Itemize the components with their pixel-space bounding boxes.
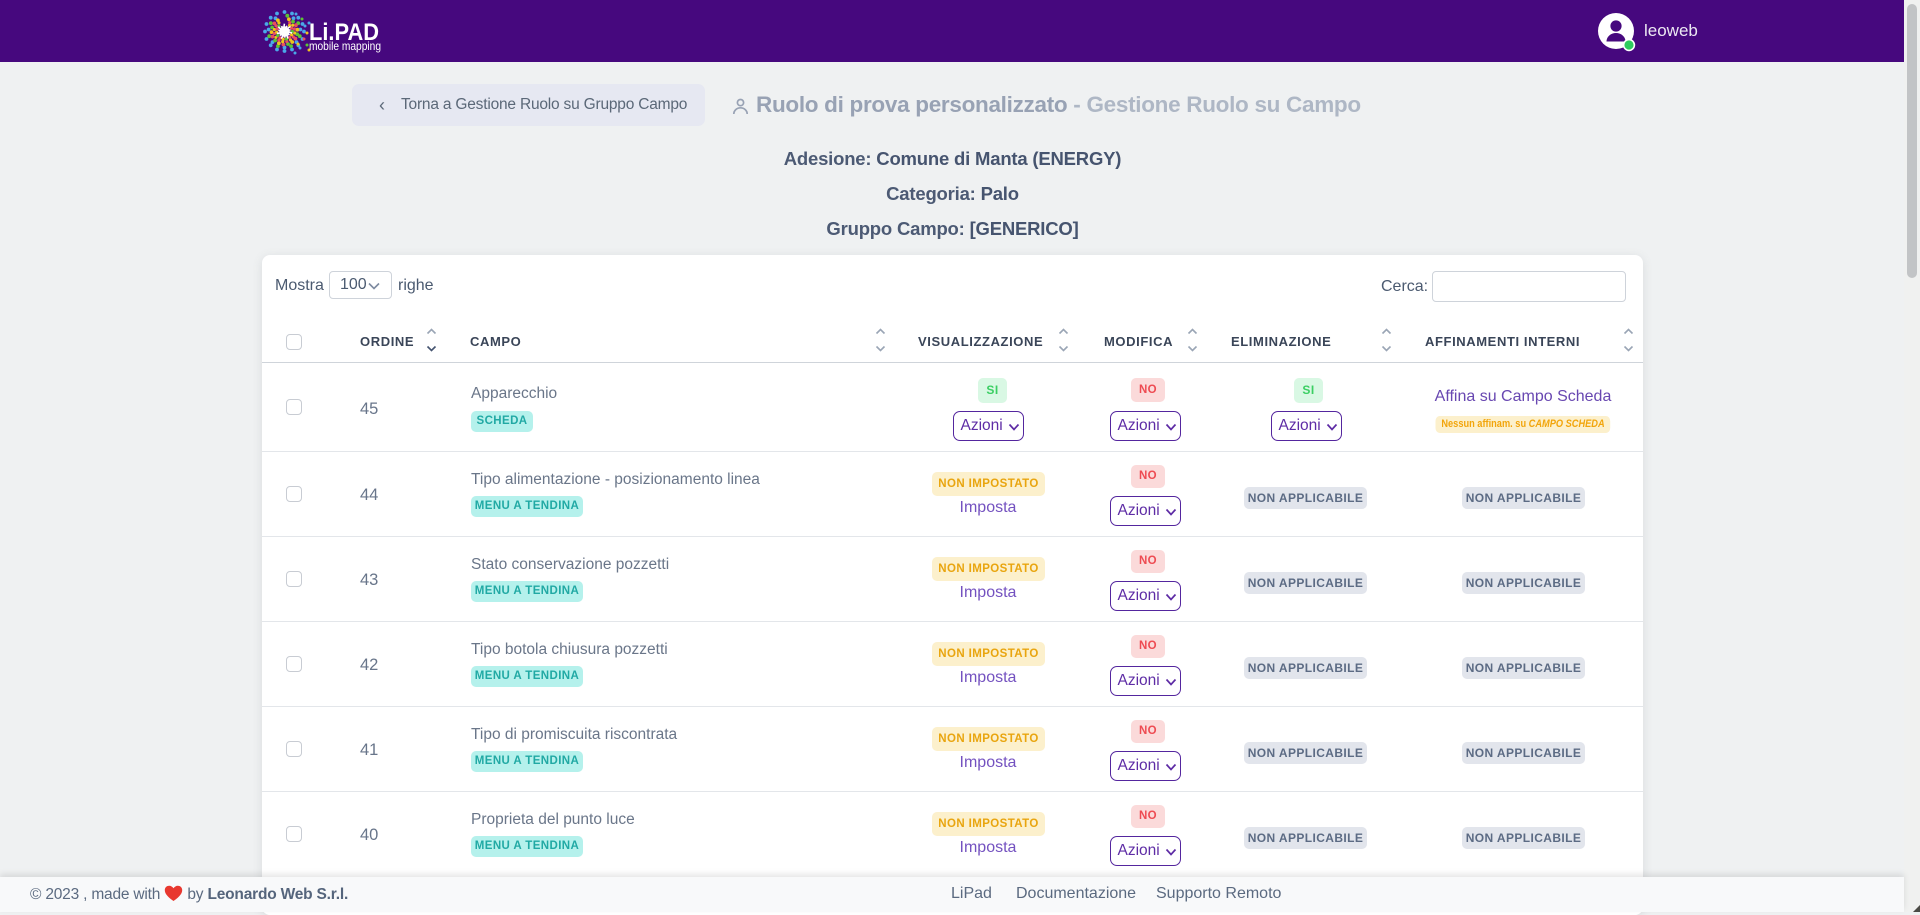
svg-text:mobile mapping: mobile mapping — [309, 39, 381, 53]
